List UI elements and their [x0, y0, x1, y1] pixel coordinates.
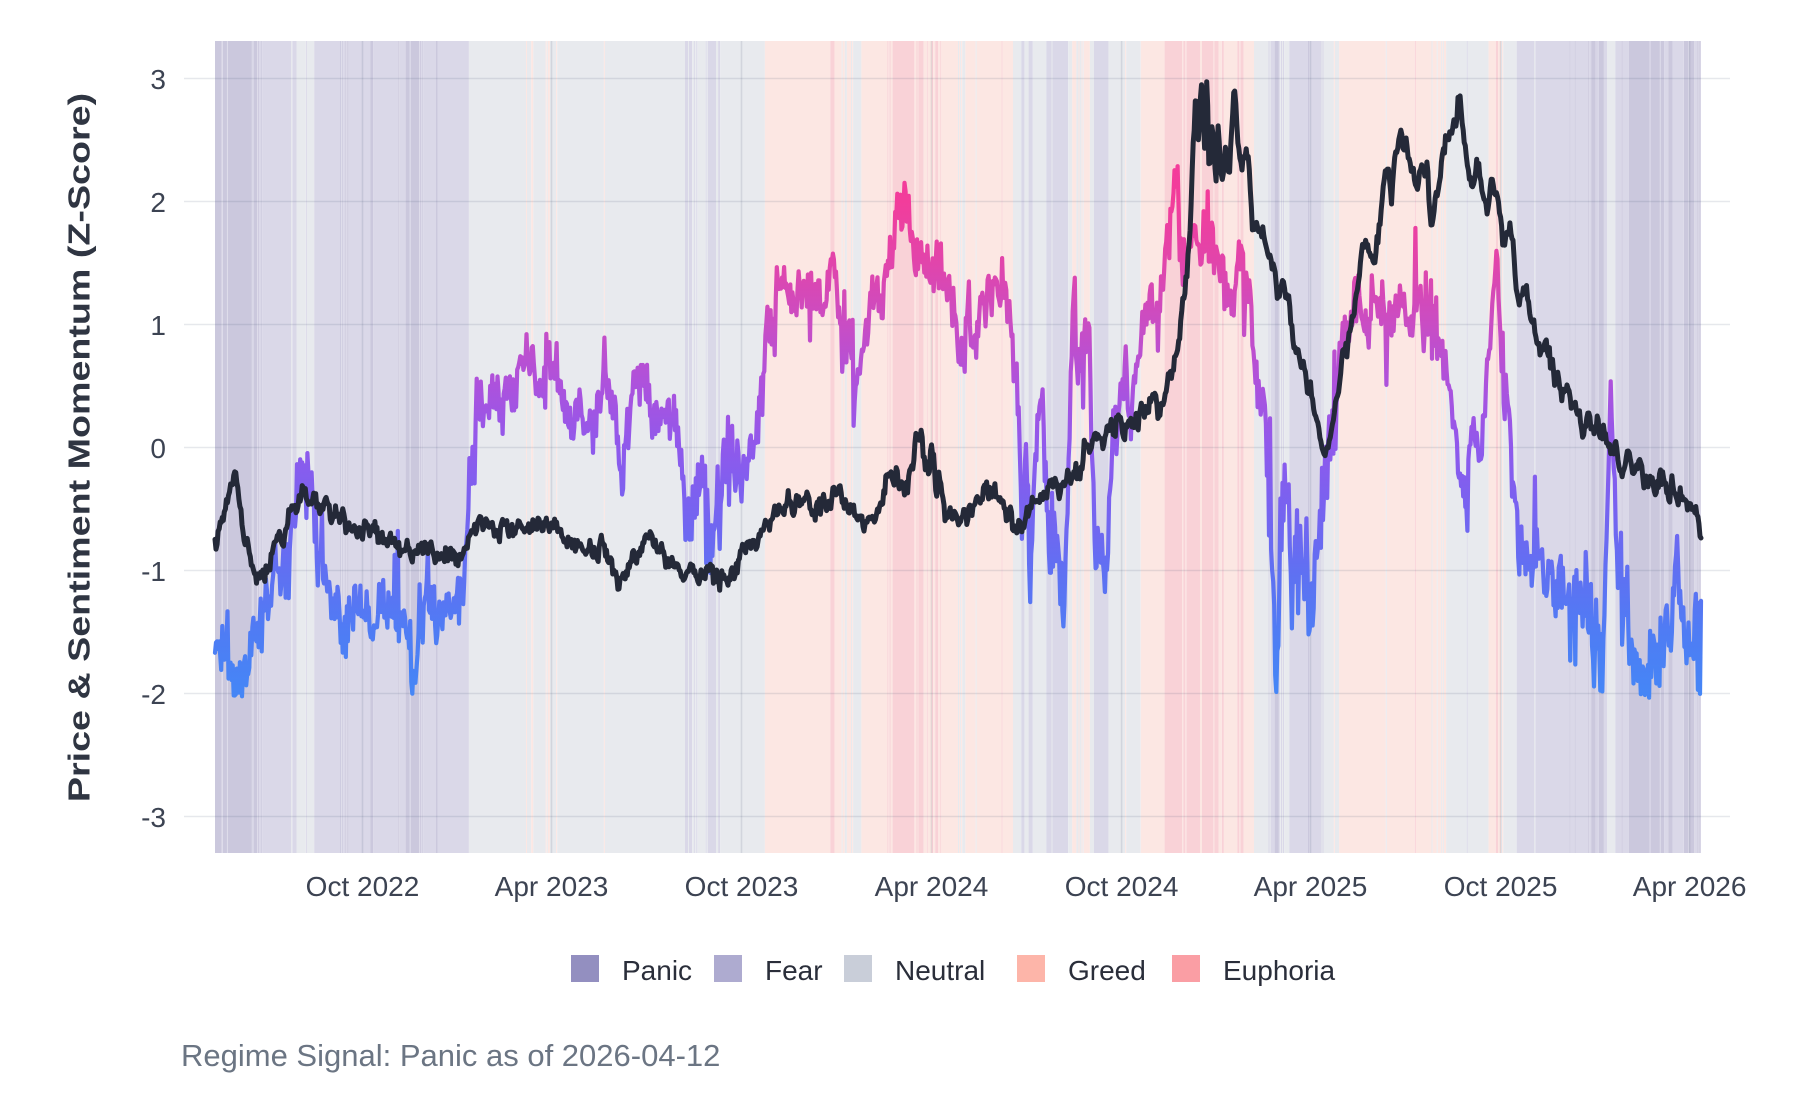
- svg-text:Neutral: Neutral: [895, 955, 985, 986]
- svg-text:Apr 2023: Apr 2023: [495, 871, 609, 902]
- svg-text:1: 1: [150, 310, 166, 341]
- svg-text:Fear: Fear: [765, 955, 823, 986]
- svg-text:Apr 2024: Apr 2024: [875, 871, 989, 902]
- svg-text:Regime Signal: Panic as of 202: Regime Signal: Panic as of 2026-04-12: [181, 1038, 720, 1073]
- svg-text:-3: -3: [141, 802, 166, 833]
- svg-text:-1: -1: [141, 556, 166, 587]
- svg-text:Apr 2026: Apr 2026: [1633, 871, 1747, 902]
- svg-text:Panic: Panic: [622, 955, 692, 986]
- svg-text:Oct 2024: Oct 2024: [1065, 871, 1179, 902]
- svg-text:Euphoria: Euphoria: [1223, 955, 1336, 986]
- svg-text:Oct 2022: Oct 2022: [306, 871, 420, 902]
- svg-text:Oct 2025: Oct 2025: [1444, 871, 1558, 902]
- svg-text:Price & Sentiment Momentum (Z-: Price & Sentiment Momentum (Z-Score): [63, 93, 97, 802]
- svg-text:0: 0: [150, 433, 166, 464]
- svg-text:Greed: Greed: [1068, 955, 1146, 986]
- svg-text:Apr 2025: Apr 2025: [1254, 871, 1368, 902]
- svg-text:-2: -2: [141, 679, 166, 710]
- svg-text:Oct 2023: Oct 2023: [685, 871, 799, 902]
- svg-text:3: 3: [150, 64, 166, 95]
- svg-text:2: 2: [150, 187, 166, 218]
